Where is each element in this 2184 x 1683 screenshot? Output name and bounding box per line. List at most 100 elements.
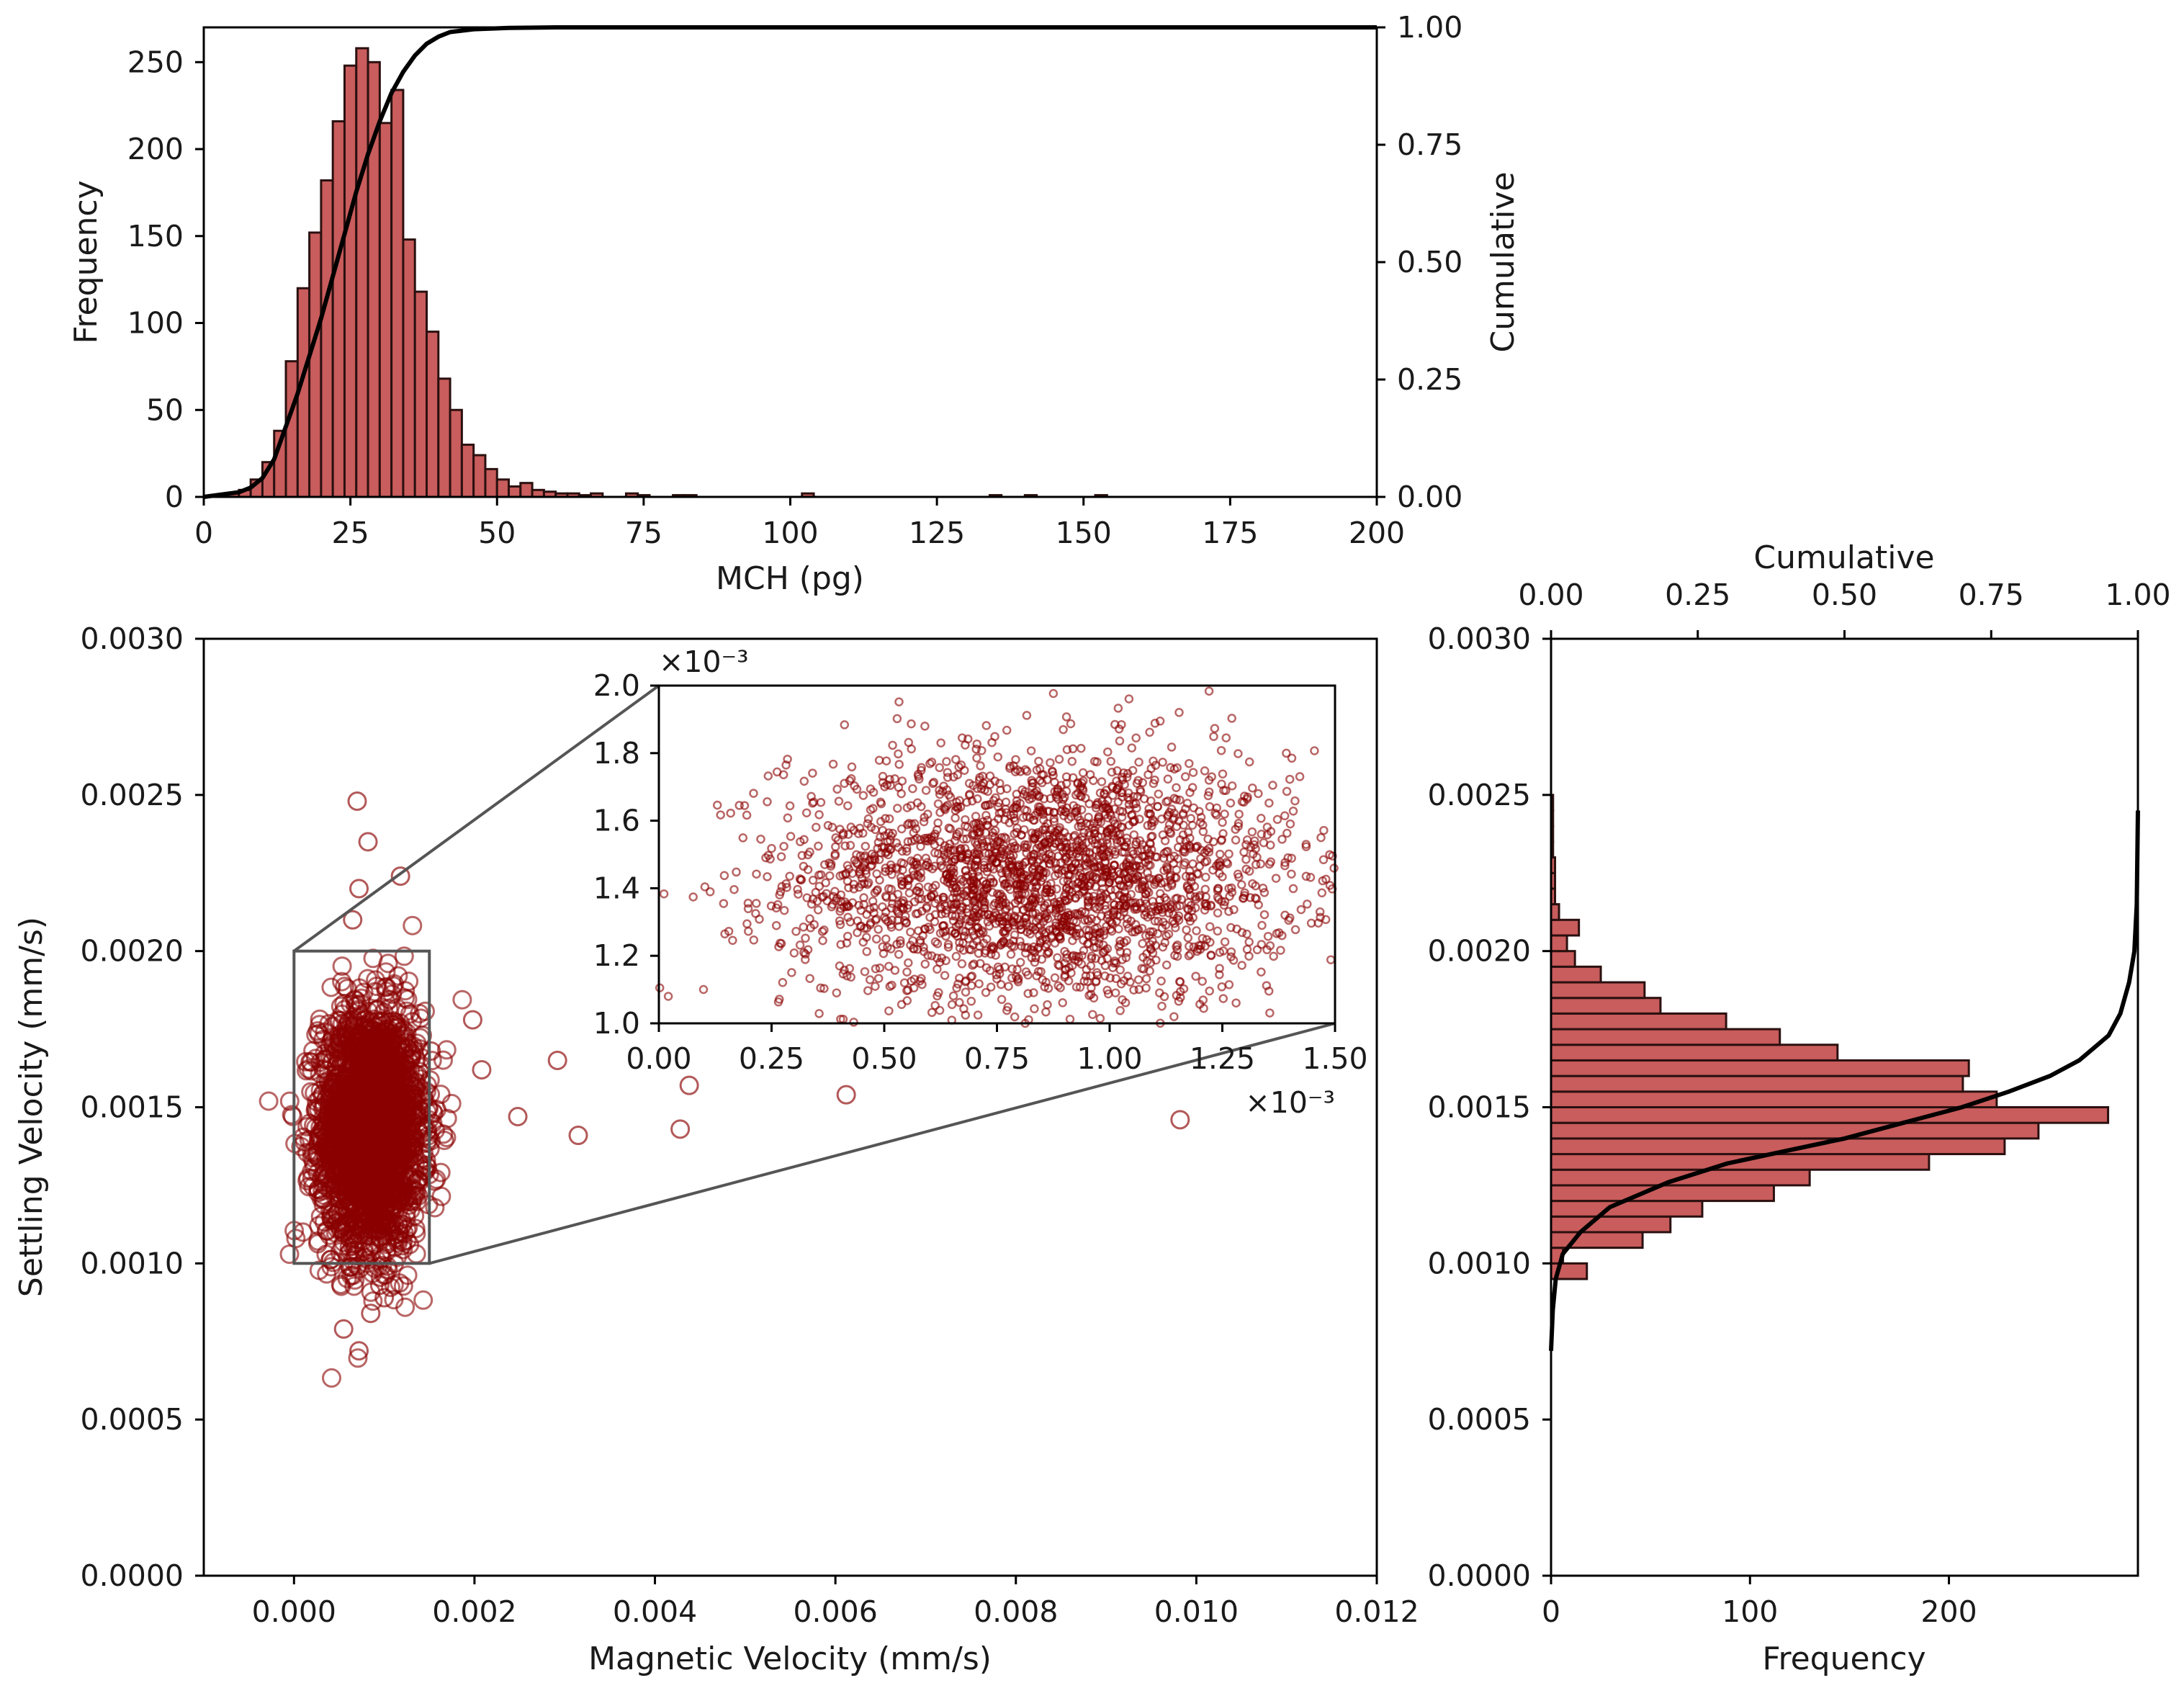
inset-point: [1157, 923, 1167, 933]
inset-point: [1058, 998, 1067, 1007]
inset-point: [1031, 876, 1041, 887]
scatter-point: [377, 1217, 397, 1237]
inset-point: [1088, 1010, 1097, 1019]
inset-point: [904, 888, 915, 898]
inset-point: [872, 869, 881, 879]
inset-point: [1143, 770, 1153, 780]
inset-point: [1200, 848, 1210, 858]
scatter-point: [388, 966, 408, 986]
inset-point: [902, 917, 911, 927]
inset-point: [1205, 922, 1215, 931]
scatter-point: [383, 1188, 403, 1208]
velocity-x-tick-label: 0.004: [613, 1594, 697, 1629]
inset-point: [1110, 804, 1120, 814]
inset-point: [1185, 758, 1194, 768]
scatter-outlier-point: [568, 1126, 588, 1146]
inset-point: [775, 890, 784, 899]
scatter-point: [425, 1198, 445, 1218]
inset-point: [1183, 933, 1193, 943]
mch-bar: [519, 482, 534, 498]
inset-point: [1120, 998, 1131, 1007]
scatter-outlier-point: [836, 1085, 856, 1105]
inset-point: [779, 905, 789, 915]
scatter-point: [376, 962, 396, 982]
inset-point: [904, 737, 914, 748]
scatter-point: [372, 1067, 392, 1087]
inset-point: [1310, 746, 1319, 755]
inset-point: [1129, 817, 1139, 827]
inset-point: [956, 760, 966, 770]
inset-point: [1127, 743, 1137, 753]
inset-point: [808, 799, 817, 808]
scatter-point: [341, 1265, 361, 1285]
scatter-point: [436, 1040, 457, 1060]
inset-point: [894, 909, 904, 919]
mch-x-tick-label: 125: [909, 516, 965, 550]
inset-point: [1020, 948, 1030, 958]
inset-point: [1262, 822, 1272, 832]
inset-point: [896, 824, 907, 834]
inset-point: [1108, 791, 1118, 800]
inset-point: [902, 967, 912, 977]
inset-point: [948, 911, 957, 920]
inset-point: [897, 776, 907, 786]
velocity-x-tick-label: 0.000: [252, 1594, 336, 1629]
inset-point: [953, 979, 963, 989]
inset-point: [1150, 719, 1160, 728]
inset-point: [958, 834, 969, 844]
inset-point: [1110, 956, 1120, 966]
inset-point: [728, 935, 737, 946]
inset-point: [959, 931, 969, 941]
inset-point: [989, 944, 998, 953]
inset-point: [1041, 843, 1051, 853]
scatter-point: [417, 1075, 437, 1095]
scatter-point: [259, 1091, 279, 1111]
inset-point: [972, 753, 981, 763]
inset-point: [1244, 866, 1254, 876]
inset-point: [1155, 988, 1164, 997]
inset-point: [766, 901, 776, 911]
inset-point: [858, 828, 868, 838]
mch-cumulative-tick-label: 1.00: [1397, 10, 1462, 45]
inset-point: [1073, 788, 1083, 798]
inset-point: [823, 820, 833, 830]
scatter-point: [398, 1150, 418, 1170]
inset-point: [1315, 907, 1325, 917]
inset-point: [1155, 717, 1165, 726]
inset-point: [842, 971, 852, 981]
scatter-point: [390, 1025, 410, 1046]
inset-point: [803, 850, 813, 860]
inset-point: [1022, 711, 1032, 720]
inset-point: [943, 773, 953, 782]
inset-point: [1266, 857, 1276, 866]
inset-point: [1146, 958, 1156, 968]
inset-point: [767, 843, 776, 853]
inset-point: [1204, 787, 1214, 796]
inset-point: [914, 882, 924, 892]
inset-point: [1071, 840, 1081, 850]
inset-point: [959, 1004, 969, 1014]
inset-point: [868, 897, 878, 906]
inset-point: [824, 858, 834, 868]
inset-point: [1113, 704, 1123, 713]
inset-point: [1084, 916, 1093, 926]
inset-point: [763, 872, 772, 881]
inset-point: [828, 759, 838, 769]
inset-point: [1051, 908, 1061, 917]
inset-point: [1200, 766, 1210, 776]
inset-point: [1171, 923, 1180, 933]
inset-point: [1179, 820, 1188, 830]
inset-point: [776, 938, 785, 948]
inset-point: [974, 819, 984, 828]
inset-point: [842, 899, 852, 910]
mch-x-ticks: 0 25 50 75 100 125 150 175 200: [194, 497, 1405, 550]
inset-point: [1227, 714, 1236, 723]
inset-point: [1215, 970, 1224, 979]
inset-point: [1182, 925, 1191, 935]
inset-point: [835, 920, 845, 930]
inset-point: [1248, 879, 1257, 889]
mch-bar: [484, 467, 498, 498]
inset-point: [930, 910, 940, 920]
mch-bar: [449, 408, 463, 498]
